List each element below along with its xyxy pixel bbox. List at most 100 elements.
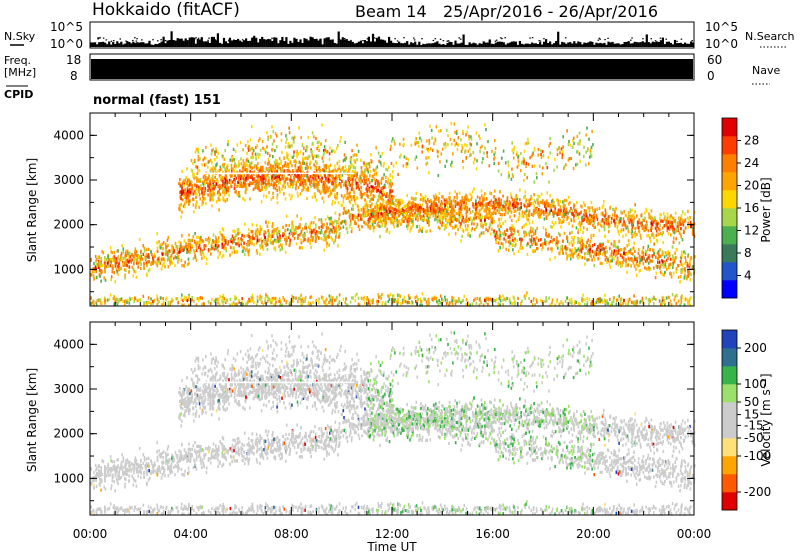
power-point	[238, 244, 240, 248]
power-point	[325, 226, 328, 230]
power-point	[386, 194, 389, 198]
power-point	[573, 251, 576, 255]
power-point	[668, 266, 671, 270]
power-point	[272, 242, 274, 246]
power-point	[195, 203, 197, 207]
power-point	[301, 170, 304, 174]
power-point	[360, 158, 362, 162]
power-point	[622, 256, 625, 261]
power-point	[661, 233, 664, 237]
nsearch-dot	[119, 38, 121, 40]
power-point	[593, 242, 596, 247]
power-point	[589, 253, 591, 257]
power-point	[165, 245, 168, 249]
power-point	[493, 229, 495, 233]
nsky-bar	[255, 37, 258, 47]
nsearch-dot	[113, 40, 115, 42]
nsky-bar	[416, 44, 419, 47]
power-point	[519, 237, 521, 241]
power-point	[136, 260, 139, 264]
nsearch-tick-top: 10^5	[705, 20, 738, 34]
power-point	[689, 278, 692, 282]
power-point	[294, 167, 297, 171]
nsky-bar	[438, 43, 441, 47]
power-point	[247, 241, 250, 245]
power-point	[322, 168, 324, 172]
power-point	[614, 250, 617, 254]
power-point	[182, 204, 185, 208]
power-point	[531, 220, 534, 224]
power-point	[350, 213, 352, 217]
power-point	[360, 192, 363, 196]
power-point	[194, 188, 197, 192]
nsky-bar	[186, 40, 189, 47]
power-point	[633, 255, 636, 259]
power-point	[334, 192, 336, 197]
power-point	[240, 240, 243, 244]
nsky-bar	[565, 43, 568, 47]
power-point	[242, 249, 244, 253]
power-point	[131, 265, 133, 269]
power-point	[439, 220, 442, 224]
power-point	[115, 268, 118, 272]
power-point	[171, 250, 173, 254]
power-point	[297, 226, 300, 230]
power-point	[181, 263, 183, 268]
power-point	[432, 210, 434, 214]
power-point	[177, 250, 180, 255]
power-point	[495, 240, 497, 244]
power-point	[500, 241, 503, 245]
power-point	[310, 166, 312, 170]
power-point	[658, 254, 661, 258]
power-point	[266, 238, 269, 242]
power-point	[338, 232, 341, 236]
power-point	[297, 236, 299, 240]
power-point	[669, 257, 672, 261]
power-point	[597, 252, 600, 256]
power-point	[294, 231, 296, 235]
power-point	[257, 185, 260, 189]
power-point	[387, 201, 390, 205]
power-point	[259, 246, 262, 250]
power-point	[318, 231, 320, 235]
power-point	[651, 254, 654, 258]
power-point	[680, 262, 683, 266]
power-point	[309, 241, 312, 245]
power-point	[534, 231, 537, 235]
power-point	[272, 172, 274, 177]
nsky-bar	[679, 42, 683, 47]
power-point	[314, 195, 316, 199]
power-point	[101, 270, 103, 274]
nsearch-dot	[597, 39, 600, 41]
power-point	[182, 248, 185, 252]
power-point	[95, 275, 98, 279]
power-point	[291, 227, 293, 231]
power-point	[162, 257, 165, 261]
power-point	[219, 165, 222, 169]
power-point	[278, 188, 281, 192]
power-point	[628, 243, 630, 247]
nsky-bar	[464, 44, 467, 47]
power-point	[396, 221, 399, 225]
power-point	[128, 270, 130, 274]
power-point	[460, 239, 462, 243]
power-point	[650, 259, 653, 263]
power-point	[389, 182, 391, 186]
power-point	[281, 174, 284, 178]
power-point	[646, 267, 649, 271]
nsky-bar	[178, 38, 181, 47]
power-point	[524, 230, 526, 234]
power-point	[687, 269, 689, 274]
nsky-bar	[267, 38, 270, 47]
power-point	[289, 178, 291, 182]
power-point	[571, 236, 573, 240]
power-point	[517, 249, 520, 254]
nsearch-dot	[604, 39, 606, 41]
power-point	[391, 189, 394, 193]
power-point	[111, 251, 114, 255]
power-point	[622, 260, 624, 264]
nsky-bar	[571, 43, 574, 47]
nsky-bar	[329, 39, 332, 47]
nsearch-dot	[630, 39, 632, 41]
power-point	[225, 183, 228, 188]
